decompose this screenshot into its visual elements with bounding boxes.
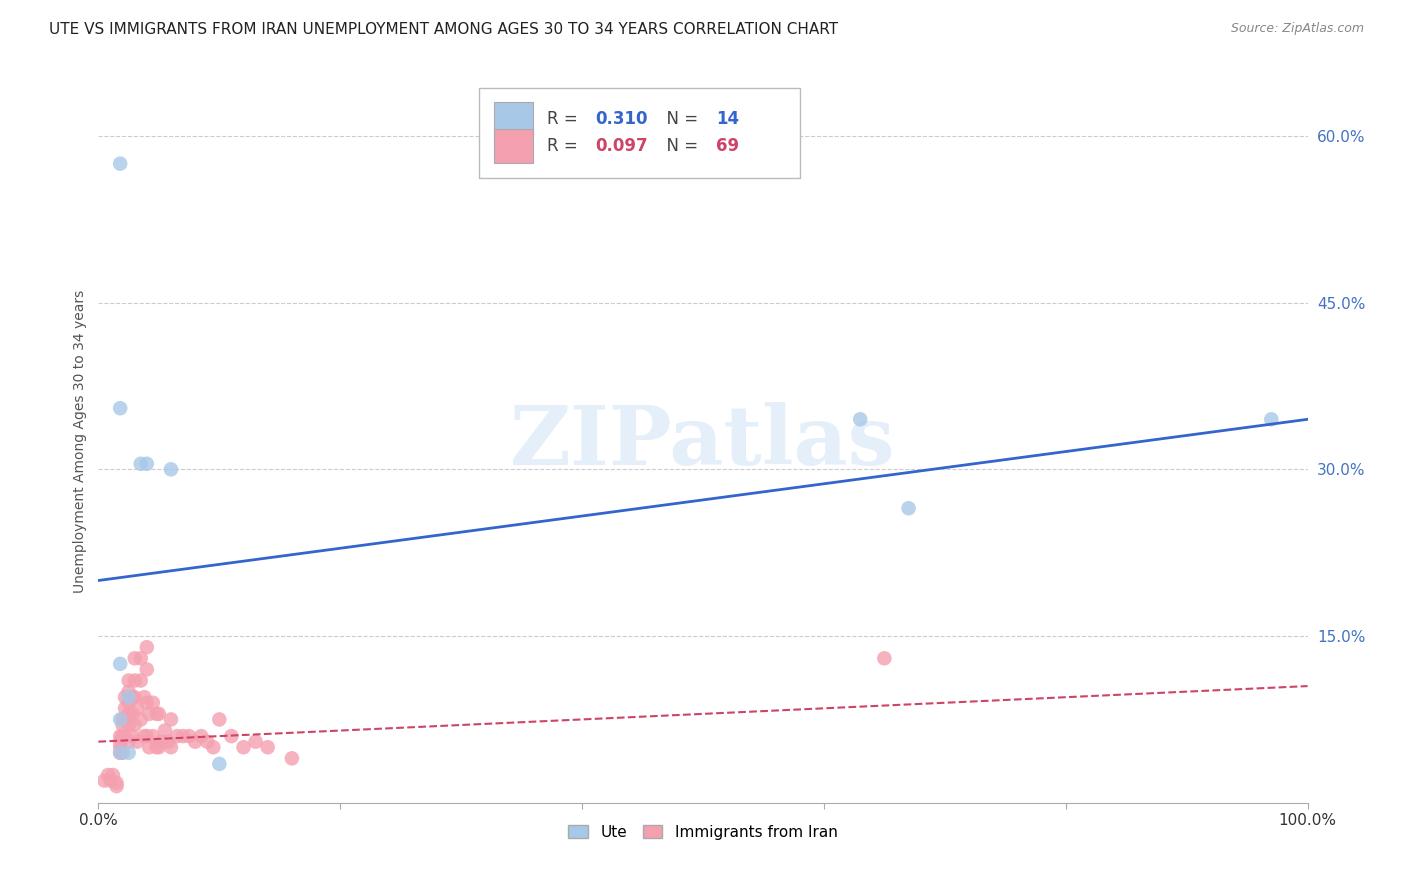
Point (121, 729, 143, 743)
Text: N =: N = (655, 137, 703, 155)
Point (108, 156, 131, 170)
Point (160, 713, 183, 727)
Point (179, 729, 201, 743)
Point (138, 740, 160, 755)
Legend: Ute, Immigrants from Iran: Ute, Immigrants from Iran (562, 819, 844, 846)
Point (108, 734, 131, 748)
Point (153, 723, 176, 738)
Point (118, 734, 141, 748)
Point (114, 701, 136, 715)
Point (118, 673, 141, 688)
Point (145, 706, 167, 721)
Point (108, 713, 131, 727)
Point (118, 696, 141, 710)
Point (172, 729, 194, 743)
Point (281, 751, 304, 765)
Y-axis label: Unemployment Among Ages 30 to 34 years: Unemployment Among Ages 30 to 34 years (73, 290, 87, 593)
Point (135, 640, 157, 655)
Point (108, 740, 131, 755)
Point (118, 718, 141, 732)
Point (108, 746, 131, 760)
Point (208, 756, 231, 771)
Point (135, 696, 157, 710)
Text: 69: 69 (716, 137, 740, 155)
Point (111, 718, 134, 732)
Point (105, 779, 128, 793)
Point (148, 740, 170, 755)
Point (93, 773, 115, 788)
Point (142, 696, 165, 710)
Text: 0.097: 0.097 (595, 137, 648, 155)
Point (135, 729, 157, 743)
Text: ZIPatlas: ZIPatlas (510, 401, 896, 482)
Point (118, 684, 141, 698)
Point (849, 412, 872, 426)
Point (108, 746, 131, 760)
FancyBboxPatch shape (479, 87, 800, 178)
Point (114, 690, 136, 705)
Point (135, 457, 157, 471)
Point (145, 740, 167, 755)
Point (105, 776, 128, 790)
Point (221, 729, 243, 743)
Point (118, 746, 141, 760)
Point (111, 713, 134, 727)
Point (97, 768, 120, 782)
Text: 14: 14 (716, 111, 740, 128)
Point (108, 729, 131, 743)
Point (873, 651, 896, 665)
Point (121, 706, 143, 721)
Point (1260, 412, 1282, 426)
Point (150, 734, 173, 748)
Point (134, 690, 156, 705)
Point (129, 457, 152, 471)
Text: R =: R = (547, 137, 583, 155)
FancyBboxPatch shape (494, 128, 533, 163)
Point (114, 729, 136, 743)
Point (142, 729, 165, 743)
Text: 0.310: 0.310 (595, 111, 648, 128)
Text: N =: N = (655, 111, 703, 128)
Point (256, 740, 278, 755)
Point (245, 734, 267, 748)
Point (208, 713, 231, 727)
Point (195, 734, 218, 748)
Point (121, 690, 143, 705)
Point (129, 713, 152, 727)
Point (202, 740, 225, 755)
Point (111, 729, 134, 743)
Point (138, 706, 160, 721)
Point (124, 718, 146, 732)
Point (134, 729, 156, 743)
Point (124, 651, 146, 665)
Point (108, 657, 131, 671)
Point (118, 706, 141, 721)
Point (160, 462, 183, 476)
Point (124, 673, 146, 688)
Point (127, 701, 149, 715)
Point (160, 740, 183, 755)
Point (118, 690, 141, 705)
Point (184, 734, 207, 748)
Point (111, 746, 134, 760)
Point (190, 729, 212, 743)
Point (232, 740, 254, 755)
Point (897, 501, 920, 516)
Point (129, 673, 152, 688)
Point (100, 773, 122, 788)
Point (129, 651, 152, 665)
Point (124, 690, 146, 705)
Point (135, 662, 157, 676)
Point (101, 768, 124, 782)
Point (157, 734, 180, 748)
Point (148, 706, 170, 721)
Text: Source: ZipAtlas.com: Source: ZipAtlas.com (1230, 22, 1364, 36)
Text: R =: R = (547, 111, 583, 128)
Point (108, 401, 131, 416)
Point (127, 734, 149, 748)
Point (166, 729, 188, 743)
FancyBboxPatch shape (494, 102, 533, 136)
Point (114, 713, 136, 727)
Text: UTE VS IMMIGRANTS FROM IRAN UNEMPLOYMENT AMONG AGES 30 TO 34 YEARS CORRELATION C: UTE VS IMMIGRANTS FROM IRAN UNEMPLOYMENT… (49, 22, 838, 37)
